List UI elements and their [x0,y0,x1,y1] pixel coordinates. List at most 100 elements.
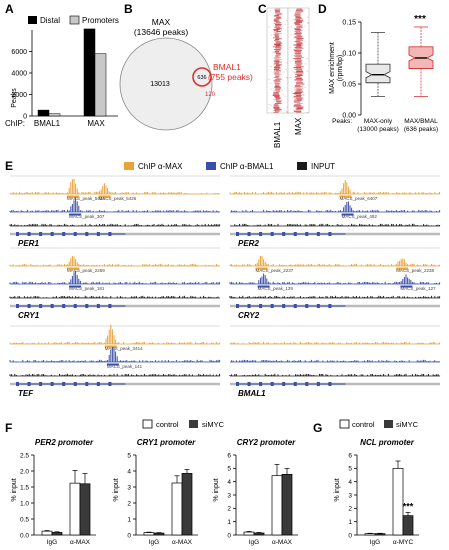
panel-a-bar-distal [83,28,96,117]
gene-model-exon [73,232,77,236]
panel-e-letter: E [5,159,13,173]
gene-model-exon [247,232,251,236]
panel-g-ytick-label: 4 [348,479,352,486]
max-track-peak-call [67,267,79,270]
panel-d-cat1-n: (13000 peaks) [357,126,399,133]
panel-d-cat1-label: MAX-only [364,118,393,125]
gene-model-exon [96,232,100,236]
gene-model-exon [50,304,54,308]
gene-name-label: PER2 [238,239,259,248]
gene-model-exon [305,232,309,236]
panel-g-xtick-label: IgG [370,539,380,546]
gene-model-exon [293,382,297,386]
max-track-peak-call [104,345,117,348]
legend-input-swatch [297,162,307,170]
panel-a-ytick-label: 2000 [11,92,27,99]
gene-model-exon [270,382,274,386]
panel-f-ytick-label: 1 [227,519,231,526]
legend-f-simyc-label: siMYC [202,420,225,429]
gene-model-exon [305,304,309,308]
panel-f-bar-control [243,531,255,536]
gene-model-exon [27,232,31,236]
bmal1-track-peak-call [257,285,270,288]
venn-bmal1-circle [192,67,212,87]
legend-max-swatch [124,162,134,170]
panel-f-bar-simyc [79,483,91,536]
gene-model-exon [259,382,263,386]
gene-model-exon [108,232,112,236]
panel-f-chart-title: CRY1 promoter [137,438,196,447]
bmal1-track-peak-call [69,285,82,288]
panel-f-chart-title: CRY2 promoter [237,438,296,447]
panel-g-ytick-label: 6 [348,452,352,459]
panel-f-bar-control [171,482,183,536]
legend-f-control-label: control [156,420,179,429]
panel-f-bar-simyc [153,532,165,536]
gene-model-exon [85,304,89,308]
panel-f-bar-simyc [253,532,265,536]
panel-g-bar-control [392,467,404,536]
legend-bmal1-swatch [206,162,216,170]
gene-model-exon [16,232,19,236]
panel-g-xtick-label: α-MYC [393,539,414,546]
gene-model-exon [27,382,31,386]
heatmap-lines [268,8,310,113]
bmal1-track-peak-call [341,213,354,216]
panel-f-xtick-label: α-MAX [272,539,293,546]
gene-model-exon [50,382,54,386]
panel-d-cat2-label: MAX/BMAL [404,118,438,125]
venn-bmal1-peaks: (755 peaks) [208,72,253,82]
panel-g-letter: G [313,421,322,435]
gene-model-exon [39,382,43,386]
legend-f-control-swatch [142,419,153,429]
panel-g-bar-simyc [402,515,414,536]
gene-model-exon [247,382,251,386]
panel-f-bar-control [41,530,53,536]
panel-a-ylabel: Peaks [11,88,18,108]
panel-d-boxes [365,26,434,97]
max-peak-label: MACS_peak_2237 [256,268,294,273]
panel-a-bar-promoters [48,113,61,117]
panel-f-ytick-label: 6 [227,452,231,459]
gene-model-exon [282,382,286,386]
venn-max-name: MAX [152,17,171,27]
gene-model-exon [236,382,239,386]
gene-model-exon [270,304,274,308]
panel-g-ytick-label: 1 [348,519,352,526]
panel-f-ytick-label: 0 [127,532,131,539]
panel-f-bar-control [271,475,283,536]
gene-model-exon [96,304,100,308]
panel-d-ylabel-1: MAX enrichment [329,42,336,94]
panel-g-bar-simyc [374,533,386,536]
panel-c-letter: C [258,2,267,16]
gene-model-exon [316,382,320,386]
panel-d-yticks: 0.00 0.05 0.10 0.15 [342,20,361,120]
panel-g: G control siMYC NCL promoter % input 0 1 2 3 4… [313,419,419,546]
panel-g-ytick-label: 0 [348,532,352,539]
panel-f-ylabel: % input [113,478,120,501]
bmal1-peak-label: MACS_peak_141 [107,364,143,369]
bmal1-track-peak-call [106,363,119,366]
panel-f-ytick-label: 2.0 [20,468,29,475]
panel-a-ytick-label: 6000 [11,49,27,56]
panel-d: D MAX enrichment (rpm/bp) 0.000.050.100.… [318,2,438,133]
panel-f-ytick-label: 0.0 [20,532,29,539]
panel-d-ytick-label: 0.05 [342,82,356,89]
heatmap-label-bmal1: BMAL1 [273,121,282,148]
panel-a: A Distal Promoters Peaks 0 2000 4000 6000 C… [5,2,119,128]
gene-model-exon [73,382,77,386]
panel-a-xtick-bmal1: BMAL1 [34,119,61,128]
venn-max-circle [119,37,213,131]
panel-f-bar-simyc [51,532,63,536]
panel-f-bar-simyc [181,473,193,536]
gene-model-exon [259,232,263,236]
panel-d-xlabel-prefix: Peaks: [332,118,352,125]
panel-f-ytick-label: 3 [227,492,231,499]
gene-model-exon [236,304,239,308]
panel-g-chart: NCL promoter % input 0 1 2 3 4 5 6 IgG α-MYC *** [334,438,419,546]
max-peak-label: MACS_peak_6407 [340,196,378,201]
max-track-peak-call [98,195,111,198]
panel-f-ytick-label: 1.5 [20,484,29,491]
gene-model-exon [85,232,89,236]
gene-model-exon [328,382,332,386]
